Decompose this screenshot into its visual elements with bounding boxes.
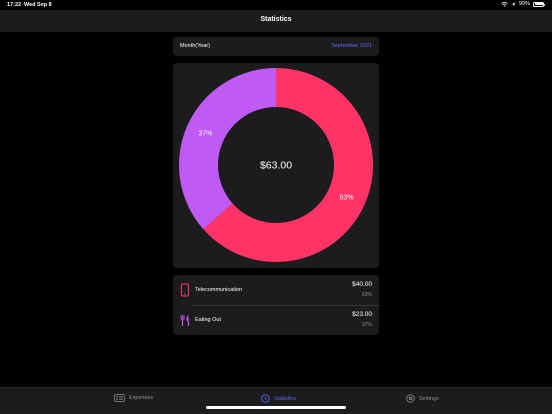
chart-card: 63% 37% $63.00	[173, 63, 379, 268]
donut-slice-telecommunication	[203, 68, 373, 262]
expense-list: Telecommunication $40.00 63% Eating Out …	[173, 275, 379, 335]
month-selector-label: Month(Year)	[180, 43, 211, 49]
tab-bar: Expenses Statistics Settings	[0, 387, 552, 414]
month-selector[interactable]: Month(Year) September 2021	[173, 37, 379, 56]
battery-percent: 99%	[518, 1, 530, 7]
location-icon	[511, 2, 516, 6]
status-date: Wed Sep 8	[24, 2, 52, 8]
home-indicator	[206, 406, 346, 409]
month-selector-value[interactable]: September 2021	[331, 43, 372, 49]
list-icon	[114, 394, 125, 402]
donut-chart: 63% 37% $63.00	[178, 68, 373, 262]
list-item[interactable]: Telecommunication $40.00 63%	[173, 275, 379, 305]
status-bar: 17:22 Wed Sep 8 99%	[0, 0, 552, 10]
donut-center-total: $63.00	[260, 160, 292, 172]
navigation-bar: Statistics	[0, 10, 552, 32]
tab-label: Settings	[419, 395, 439, 402]
tab-settings[interactable]: Settings	[406, 394, 439, 403]
tab-label: Statistics	[274, 395, 297, 402]
donut-percent-label: 63%	[340, 194, 354, 201]
expense-name: Telecommunication	[195, 287, 243, 293]
divider	[193, 305, 379, 306]
expense-name: Eating Out	[195, 317, 221, 323]
phone-icon	[181, 283, 189, 297]
expense-amount: $40.00	[352, 281, 372, 288]
tab-label: Expenses	[129, 395, 154, 401]
clock-icon	[261, 394, 270, 403]
status-right: 99%	[501, 1, 545, 7]
gear-icon	[406, 394, 415, 403]
donut-slice-eating-out	[178, 68, 276, 230]
status-time: 17:22	[7, 2, 22, 8]
donut-percent-label: 37%	[198, 131, 212, 138]
expense-percent: 63%	[361, 292, 372, 298]
tab-statistics[interactable]: Statistics	[261, 394, 296, 403]
fork-knife-icon	[180, 315, 190, 326]
battery-icon	[533, 1, 545, 7]
expense-amount: $23.00	[352, 311, 372, 318]
page-title: Statistics	[260, 16, 292, 23]
wifi-icon	[501, 1, 508, 7]
expense-percent: 37%	[361, 322, 372, 328]
tab-expenses[interactable]: Expenses	[114, 394, 153, 402]
list-item[interactable]: Eating Out $23.00 37%	[173, 305, 379, 335]
